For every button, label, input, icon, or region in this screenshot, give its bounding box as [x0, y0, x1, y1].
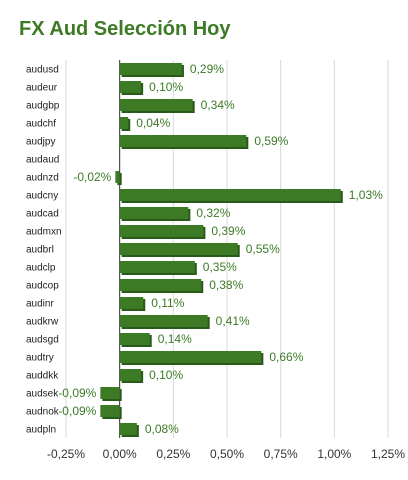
- value-label-audbrl: 0,55%: [246, 242, 280, 256]
- bar-audnzd: [115, 171, 120, 183]
- value-label-audusd: 0,29%: [190, 62, 224, 76]
- category-label-audcad: audcad: [26, 209, 59, 220]
- value-label-audeur: 0,10%: [149, 80, 183, 94]
- category-label-audusd: audusd: [26, 65, 59, 76]
- category-label-audsek: audsek: [26, 389, 59, 400]
- bar-audclp: [119, 261, 195, 273]
- value-label-audpln: 0,08%: [145, 422, 179, 436]
- category-label-audcny: audcny: [26, 191, 58, 202]
- category-label-audtry: audtry: [26, 353, 54, 364]
- bar-audsgd: [119, 333, 150, 345]
- value-label-audinr: 0,11%: [151, 296, 184, 310]
- category-label-audbrl: audbrl: [26, 245, 54, 256]
- category-label-audsgd: audsgd: [26, 335, 59, 346]
- bar-audgbp: [119, 99, 193, 111]
- value-label-audkrw: 0,41%: [216, 314, 250, 328]
- bar-audjpy: [119, 135, 247, 147]
- category-label-audgbp: audgbp: [26, 101, 60, 112]
- bars: [100, 63, 343, 437]
- bar-audeur: [119, 81, 142, 93]
- value-label-audgbp: 0,34%: [201, 98, 235, 112]
- category-label-audclp: audclp: [26, 263, 56, 274]
- category-label-audkrw: audkrw: [26, 317, 59, 328]
- bar-audnok: [100, 405, 120, 417]
- category-label-auddkk: auddkk: [26, 371, 59, 382]
- bar-auddkk: [119, 369, 142, 381]
- value-label-audcny: 1,03%: [349, 188, 383, 202]
- value-label-audsgd: 0,14%: [158, 332, 192, 346]
- value-label-audnok: -0,09%: [58, 404, 96, 418]
- bar-audkrw: [119, 315, 208, 327]
- value-label-audcop: 0,38%: [209, 278, 243, 292]
- value-label-audmxn: 0,39%: [211, 224, 245, 238]
- value-label-auddkk: 0,10%: [149, 368, 183, 382]
- bar-audcad: [119, 207, 189, 219]
- x-tick-label: 1,25%: [371, 447, 405, 461]
- x-tick-label: 0,25%: [156, 447, 190, 461]
- value-label-audchf: 0,04%: [136, 116, 170, 130]
- bar-audbrl: [119, 243, 238, 255]
- bar-audcny: [119, 189, 341, 201]
- category-label-audpln: audpln: [26, 425, 56, 436]
- category-label-audeur: audeur: [26, 83, 58, 94]
- category-label-audjpy: audjpy: [26, 137, 55, 148]
- x-tick-label: 1,00%: [317, 447, 351, 461]
- category-label-audnok: audnok: [26, 407, 60, 418]
- value-labels: 0,29% 0,10% 0,34% 0,04% 0,59% -0,02% 1,03% 0,32…: [58, 62, 383, 436]
- category-label-audmxn: audmxn: [26, 227, 62, 238]
- value-label-audnzd: -0,02%: [73, 170, 111, 184]
- bar-audusd: [119, 63, 182, 75]
- category-labels: audusd audeur audgbp audchf audjpy audaud audn…: [26, 65, 62, 436]
- value-label-audtry: 0,66%: [269, 350, 303, 364]
- bar-audcop: [119, 279, 202, 291]
- category-label-audaud: audaud: [26, 155, 59, 166]
- bar-audmxn: [119, 225, 204, 237]
- x-tick-labels: -0,25% 0,00% 0,25% 0,50% 0,75% 1,00% 1,25%: [47, 447, 405, 461]
- category-label-audchf: audchf: [26, 119, 56, 130]
- bar-audsek: [100, 387, 120, 399]
- category-label-audcop: audcop: [26, 281, 59, 292]
- chart-title: FX Aud Selección Hoy: [19, 18, 231, 40]
- bar-audinr: [119, 297, 144, 309]
- value-label-audcad: 0,32%: [196, 206, 230, 220]
- x-tick-label: 0,00%: [103, 447, 137, 461]
- bar-audpln: [119, 423, 137, 435]
- value-label-audjpy: 0,59%: [254, 134, 288, 148]
- x-tick-label: -0,25%: [47, 447, 85, 461]
- bar-audtry: [119, 351, 262, 363]
- category-label-audnzd: audnzd: [26, 173, 59, 184]
- x-tick-label: 0,75%: [264, 447, 298, 461]
- value-label-audsek: -0,09%: [58, 386, 96, 400]
- x-tick-label: 0,50%: [210, 447, 244, 461]
- category-label-audinr: audinr: [26, 299, 54, 310]
- value-label-audclp: 0,35%: [203, 260, 237, 274]
- bar-audchf: [119, 117, 129, 129]
